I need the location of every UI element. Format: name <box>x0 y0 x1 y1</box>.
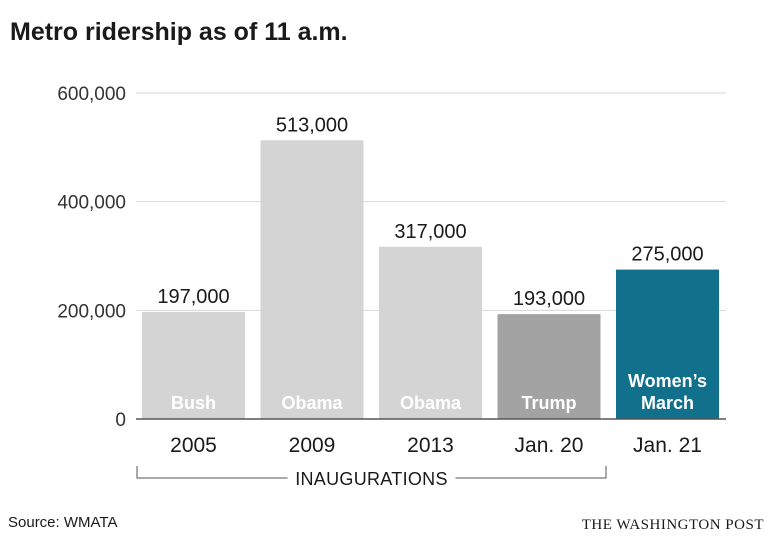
source-note: Source: WMATA <box>8 514 117 531</box>
x-tick-label: Jan. 21 <box>633 434 702 457</box>
y-axis-ticks: 0 200,000 400,000 600,000 <box>57 84 126 431</box>
x-tick-label: 2009 <box>289 434 336 457</box>
bar <box>379 246 482 419</box>
bar <box>497 314 601 419</box>
bracket-right-line <box>455 466 607 479</box>
bar-value-label: 197,000 <box>157 286 229 308</box>
x-tick-label: Jan. 20 <box>515 434 584 457</box>
bar-name-label: Women’s <box>628 371 707 391</box>
bar-name-label: Obama <box>281 393 343 413</box>
x-axis-ticks: 2005 2009 2013 Jan. 20 Jan. 21 <box>170 434 702 457</box>
chart-title: Metro ridership as of 11 a.m. <box>10 18 348 46</box>
bar-name-label: March <box>641 393 694 413</box>
x-tick-label: 2013 <box>407 434 454 457</box>
credit-line: THE WASHINGTON POST <box>582 517 764 533</box>
bar-name-label: Obama <box>400 393 462 413</box>
x-tick-label: 2005 <box>170 434 217 457</box>
bracket-left-line <box>136 466 288 479</box>
y-tick-label: 200,000 <box>57 301 126 322</box>
bar-name-label: Bush <box>171 393 216 413</box>
y-tick-label: 400,000 <box>57 193 126 214</box>
bar <box>142 311 245 419</box>
y-tick-label: 600,000 <box>57 84 126 105</box>
group-label: INAUGURATIONS <box>295 469 448 489</box>
bar <box>616 269 719 419</box>
bar-value-label: 275,000 <box>631 244 703 266</box>
inaugurations-bracket: INAUGURATIONS <box>136 466 607 489</box>
bar-value-label: 513,000 <box>276 114 348 136</box>
bar-value-label: 193,000 <box>513 288 585 310</box>
bars: 197,000 Bush 513,000 Obama 317,000 Obama 193,0… <box>142 114 719 419</box>
bar <box>260 140 364 419</box>
bar-value-label: 317,000 <box>394 221 466 243</box>
bar-name-label: Trump <box>521 393 576 413</box>
y-tick-label: 0 <box>115 410 126 431</box>
